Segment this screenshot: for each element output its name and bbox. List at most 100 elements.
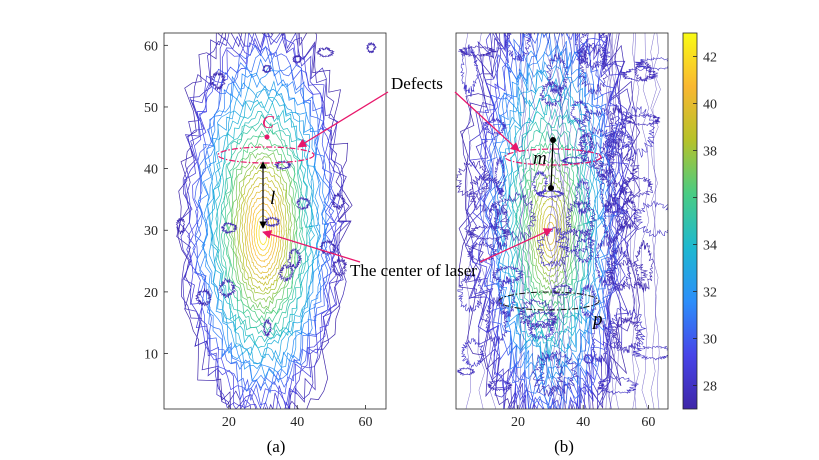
noise-contour (330, 192, 346, 210)
contour-line (492, 44, 610, 393)
noise-streak (565, 33, 574, 409)
noise-contour (612, 316, 643, 353)
x-tick-label: 20 (222, 415, 236, 430)
noise-contour (574, 178, 591, 216)
noise-contour (261, 64, 272, 74)
colorbar-ticks: 28 30 32 34 36 38 40 42 (693, 51, 717, 395)
noise-streak (632, 33, 640, 409)
noise-streak (527, 33, 536, 409)
contour-line (241, 176, 285, 287)
y-tick-label: 60 (144, 39, 158, 54)
noise-streak (640, 33, 650, 409)
noise-contour (634, 239, 654, 293)
x-tick-label: 60 (359, 415, 373, 430)
noise-contour (218, 278, 236, 299)
defects-arrow-a (297, 91, 389, 148)
center-arrow-a (262, 230, 361, 263)
noise-contour (536, 189, 565, 199)
m-bottom-dot (548, 185, 554, 191)
contour-line (484, 33, 618, 409)
length-m-line (550, 139, 554, 189)
noise-contour (195, 288, 212, 307)
contour-line (184, 33, 343, 409)
label-c: C (262, 112, 275, 132)
contour-line (218, 114, 308, 337)
noise-contour (330, 256, 347, 277)
noise-contour (622, 175, 654, 198)
noise-contour (576, 42, 611, 68)
contour-line (194, 42, 338, 406)
contour-line (518, 131, 583, 318)
colorbar-tick-label: 28 (703, 380, 717, 395)
contour-line (539, 197, 563, 266)
noise-contour (220, 221, 238, 235)
contour-line (515, 122, 585, 325)
panel-a-axes-box (163, 32, 387, 410)
colorbar-tick-label: 30 (703, 333, 717, 348)
contour-line (187, 33, 337, 409)
noise-contour (591, 317, 609, 367)
colorbar-tick-label: 40 (703, 98, 717, 113)
noise-streak (584, 33, 593, 409)
contour-line (472, 33, 629, 409)
noise-contour (570, 99, 589, 125)
noise-contour (484, 296, 509, 346)
contour-line (178, 33, 347, 409)
noise-contour (536, 349, 580, 397)
noise-contour (504, 33, 532, 62)
colorbar-tick-label: 42 (703, 51, 717, 66)
contour-line (231, 152, 295, 309)
contour-line (239, 169, 288, 292)
panel-b-axes-box (455, 32, 669, 410)
x-tick-label: 40 (576, 415, 590, 430)
contour-line (202, 72, 321, 379)
contour-line (467, 33, 626, 409)
y-tick-label: 20 (144, 286, 158, 301)
contour-line (533, 181, 568, 278)
contour-line (500, 70, 599, 368)
noise-contour (532, 169, 548, 196)
x-tick-label: 40 (290, 415, 304, 430)
noise-contour (579, 33, 608, 71)
noise-contour (518, 298, 556, 331)
panel-b-annotations: m p (498, 137, 603, 330)
noise-contour (577, 107, 623, 151)
noise-contour (457, 273, 485, 313)
noise-contour (527, 320, 555, 340)
contour-line (177, 33, 353, 409)
noise-contour (582, 353, 595, 365)
noise-contour (458, 45, 497, 57)
y-tick-label: 30 (144, 224, 158, 239)
noise-streak (545, 33, 555, 409)
defects-label: Defects (391, 74, 443, 93)
region-p-ellipse (498, 291, 600, 311)
contour-line (207, 80, 322, 365)
noise-contour (597, 375, 639, 395)
noise-contour (579, 132, 595, 155)
noise-contour (493, 205, 511, 251)
panel-b: 20 40 60 (b) (455, 32, 669, 456)
noise-streak (604, 33, 614, 409)
noise-contour (605, 259, 649, 290)
colorbar-tick-label: 32 (703, 286, 717, 301)
contour-line (509, 93, 594, 346)
panel-a-contours (175, 33, 377, 409)
label-l: l (270, 188, 275, 209)
noise-contour (577, 127, 617, 169)
defects-arrow-b (454, 91, 520, 152)
colorbar-tick-label: 38 (703, 145, 717, 160)
noise-contour (487, 379, 513, 392)
panel-b-contours (456, 33, 668, 409)
panel-b-caption: (b) (554, 437, 574, 456)
contour-line (176, 33, 351, 409)
noise-contour (465, 224, 511, 241)
noise-streak (516, 33, 525, 409)
colorbar-tick-label: 36 (703, 192, 717, 207)
noise-streak (606, 33, 615, 409)
noise-contour (536, 226, 570, 268)
noise-contour (560, 156, 588, 165)
noise-streak (560, 33, 568, 409)
point-c-marker (264, 134, 270, 140)
m-top-dot (550, 137, 556, 143)
noise-contour (609, 103, 625, 148)
